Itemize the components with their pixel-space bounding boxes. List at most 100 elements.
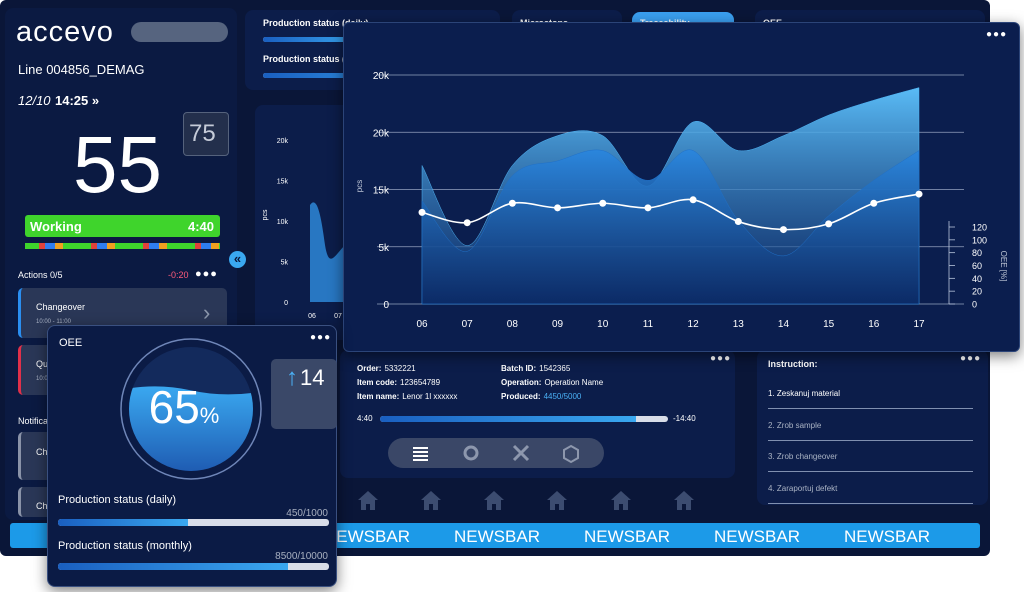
order-label: Item code:: [357, 378, 398, 387]
action-time: 10:00 - 11:00: [36, 319, 71, 325]
card-title: Production status (daily): [263, 18, 369, 28]
y-tick-label: 0: [284, 300, 288, 307]
order-value: 1542365: [539, 364, 571, 373]
tools-icon[interactable]: [512, 444, 530, 462]
time: 14:25 »: [55, 93, 100, 108]
order-label: Batch ID:: [501, 364, 537, 373]
gauge-ring: [120, 338, 262, 480]
monthly-value: 8500/10000: [275, 551, 328, 562]
box-icon[interactable]: [563, 444, 579, 464]
notifications-label: Notifications: [18, 416, 68, 426]
background-chart: 20k 15k 10k 5k 0 pcs 06 07: [262, 138, 345, 320]
y2-tick-label: 120: [972, 223, 987, 233]
x-tick-label: 14: [778, 319, 790, 330]
y2-tick-label: 100: [972, 235, 987, 245]
point: [418, 208, 426, 216]
count: 55: [73, 120, 162, 209]
remaining: -14:40: [673, 414, 696, 423]
line-name: Line 004856_DEMAG: [18, 62, 145, 77]
y2-tick-label: 40: [972, 274, 982, 284]
menu-dots[interactable]: ●●●: [710, 353, 732, 364]
home-icon: [547, 491, 567, 510]
y-tick-label: 15k: [277, 179, 289, 186]
daily-bar: [58, 519, 329, 526]
y2-axis-label: OEE [%]: [999, 251, 1008, 282]
line: [421, 193, 920, 231]
point: [689, 196, 697, 204]
menu-dots[interactable]: ●●●: [310, 332, 332, 343]
search-box[interactable]: [131, 22, 228, 42]
chart-card: ●●● 0 5k 15k 20k 20k pcs 06 07 08 09 10 11 12 13 14 15 1…: [343, 22, 1020, 352]
divider: [768, 502, 973, 504]
y-tick-label: 20k: [277, 138, 289, 145]
newsbar-text: NEWSBAR: [324, 527, 410, 546]
order-value: 5332221: [384, 364, 416, 373]
menu-dots[interactable]: ●●●: [195, 268, 218, 280]
collapse-button[interactable]: «: [229, 251, 246, 268]
point: [825, 220, 833, 228]
timeline: [25, 243, 220, 249]
divider: [768, 439, 973, 441]
action-title: Changeover: [36, 302, 86, 312]
point: [644, 204, 652, 212]
counter: 14: [300, 365, 325, 390]
oee-gauge: 65%: [120, 338, 262, 480]
monthly-bar: [58, 563, 329, 570]
target-box: [183, 112, 229, 156]
progress-bar: [380, 416, 668, 422]
y-axis-label: pcs: [262, 209, 269, 220]
oee-unit: %: [200, 403, 220, 428]
y2-tick-label: 0: [972, 300, 977, 310]
chart: 0 5k 15k 20k 20k pcs 06 07 08 09 10 11 12 13 14 15 16 17 0…: [355, 71, 1008, 330]
y2-tick-label: 20: [972, 287, 982, 297]
instruction-step[interactable]: 3. Zrob changeover: [768, 452, 838, 461]
y2-tick-label: 60: [972, 261, 982, 271]
elapsed: 4:40: [357, 414, 373, 423]
y-tick-label: 0: [383, 300, 389, 311]
instruction-step[interactable]: 1. Zeskanuj material: [768, 389, 841, 398]
instruction-panel: [757, 350, 988, 505]
point: [915, 190, 923, 198]
home-icon: [611, 491, 631, 510]
home-icon: [674, 491, 694, 510]
list-icon[interactable]: [413, 447, 428, 461]
oee-title: OEE: [59, 337, 83, 349]
x-tick-label: 11: [643, 319, 654, 330]
counter-box: [271, 359, 337, 429]
y-tick-label: 5k: [281, 260, 289, 267]
monthly-label: Production status (monthly): [58, 540, 192, 552]
oee-number: 65: [149, 381, 200, 433]
x-tick-label: 15: [823, 319, 835, 330]
x-tick-label: 12: [688, 319, 700, 330]
chevron: ›: [203, 300, 211, 325]
actions-delta: -0:20: [168, 270, 189, 280]
x-tick-label: 16: [868, 319, 880, 330]
status-time: 4:40: [188, 219, 215, 234]
y-tick-label: 5k: [378, 243, 390, 254]
daily-label: Production status (daily): [58, 494, 176, 506]
point: [599, 199, 607, 207]
actions-label: Actions 0/5: [18, 270, 63, 280]
divider: [768, 471, 973, 472]
target: 75: [189, 120, 216, 147]
y-tick-label: 10k: [277, 219, 289, 226]
instruction-title: Instruction:: [768, 359, 818, 369]
menu-dots[interactable]: ●●●: [960, 353, 982, 364]
order-label: Operation:: [501, 378, 542, 387]
point: [870, 199, 878, 207]
settings-icon[interactable]: [463, 445, 479, 461]
newsbar-text: NEWSBAR: [584, 527, 670, 546]
order-label: Produced:: [501, 392, 541, 401]
menu-dots[interactable]: ●●●: [986, 29, 1008, 40]
card-title: Production status (monthly): [263, 54, 383, 64]
status-bar: [25, 215, 220, 237]
oee-value: 65%: [149, 381, 220, 433]
home-icon: [421, 491, 441, 510]
order-label: Item name:: [357, 392, 400, 401]
status: Working: [30, 219, 82, 234]
instruction-step[interactable]: 2. Zrob sample: [768, 420, 822, 430]
x-tick-label: 17: [913, 319, 925, 330]
y-tick-label: 15k: [373, 186, 390, 197]
instruction-step[interactable]: 4. Zaraportuj defekt: [768, 483, 838, 493]
